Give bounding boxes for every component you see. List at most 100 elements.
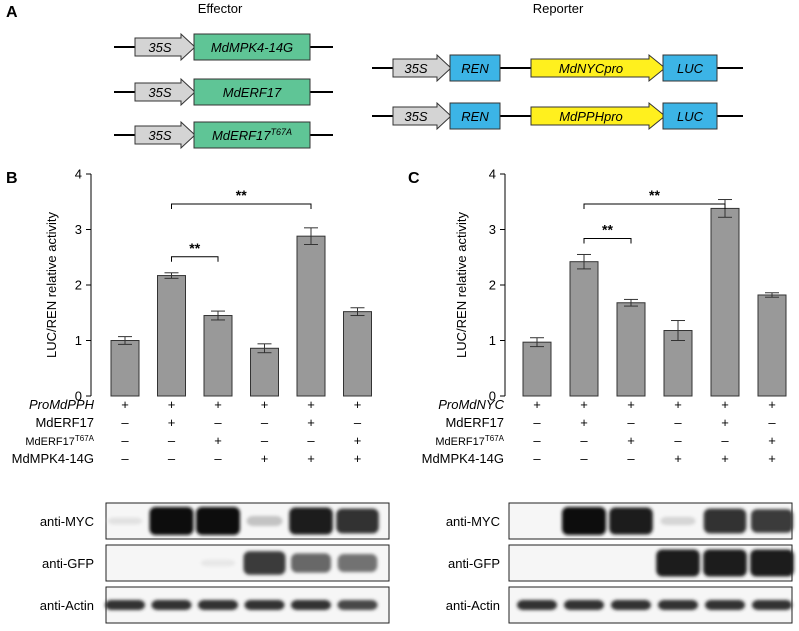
blot-band bbox=[291, 553, 331, 573]
treatment-label: ProMdNYC bbox=[438, 397, 504, 412]
blot-membrane bbox=[508, 544, 793, 582]
ren-gene-label: REN bbox=[461, 61, 489, 76]
blot-band bbox=[658, 600, 698, 610]
significance-bracket bbox=[583, 203, 726, 209]
bar bbox=[569, 261, 599, 397]
treatment-sign: + bbox=[354, 433, 362, 448]
promoter-arrow-icon bbox=[134, 77, 196, 107]
blot-band bbox=[656, 549, 700, 577]
blot-band bbox=[337, 600, 378, 610]
treatment-sign: + bbox=[261, 397, 269, 412]
promoter-label: 35S bbox=[148, 40, 171, 55]
treatment-sign: + bbox=[307, 451, 315, 466]
y-tick-label: 4 bbox=[75, 167, 82, 182]
treatment-label-superscript: T67A bbox=[75, 434, 95, 443]
treatment-sign: + bbox=[674, 451, 682, 466]
treatment-sign: + bbox=[533, 397, 541, 412]
treatment-sign: – bbox=[261, 433, 269, 448]
treatment-label: MdERF17T67A bbox=[435, 434, 504, 449]
effector-gene-box bbox=[193, 121, 311, 149]
treatment-sign: – bbox=[261, 415, 269, 430]
treatment-sign: + bbox=[674, 397, 682, 412]
blot-band bbox=[291, 600, 331, 610]
blot-band bbox=[107, 517, 143, 525]
treatment-sign: + bbox=[721, 397, 729, 412]
treatment-sign: + bbox=[214, 397, 222, 412]
bar bbox=[663, 330, 693, 397]
treatment-table-c: ProMdNYC + + + + + + MdERF17 – + – – + – MdERF17T67A – –… bbox=[422, 397, 777, 466]
treatment-table-b: ProMdPPH + + + + + + MdERF17 – + – – + – MdERF17T67A – –… bbox=[12, 397, 362, 466]
treatment-sign: – bbox=[168, 433, 176, 448]
reporter-title: Reporter bbox=[533, 1, 584, 16]
significance-bracket bbox=[171, 256, 219, 262]
treatment-label: MdERF17T67A bbox=[25, 434, 94, 449]
blot-band bbox=[151, 600, 192, 610]
blot-band bbox=[246, 516, 283, 526]
luc-gene-box bbox=[662, 102, 718, 130]
blot-band bbox=[196, 507, 240, 535]
significance-label: ** bbox=[649, 187, 660, 203]
blot-band bbox=[289, 507, 333, 535]
treatment-sign: – bbox=[533, 415, 541, 430]
treatment-sign: + bbox=[768, 451, 776, 466]
treatment-sign: + bbox=[721, 451, 729, 466]
y-axis-label: LUC/REN relative activity bbox=[454, 212, 469, 358]
reporter-promoter-arrow-icon bbox=[530, 53, 666, 83]
western-blot-c: anti-MYC anti-GFP anti-Actin bbox=[446, 502, 794, 624]
significance-label: ** bbox=[236, 187, 247, 203]
blot-band bbox=[105, 600, 145, 610]
treatment-sign: – bbox=[627, 415, 635, 430]
blot-band bbox=[244, 600, 285, 610]
blot-band bbox=[198, 600, 238, 610]
treatment-sign: – bbox=[533, 433, 541, 448]
blot-band bbox=[564, 600, 604, 610]
bar bbox=[710, 207, 740, 397]
blot-band bbox=[703, 508, 747, 534]
blot-label: anti-MYC bbox=[40, 514, 94, 529]
treatment-sign: + bbox=[214, 433, 222, 448]
y-axis-label: LUC/REN relative activity bbox=[44, 212, 59, 358]
western-blot-b: anti-MYC anti-GFP anti-Actin bbox=[40, 502, 390, 624]
treatment-sign: + bbox=[168, 397, 176, 412]
effector-gene-box bbox=[193, 78, 311, 106]
y-tick-label: 3 bbox=[489, 222, 496, 237]
y-tick-label: 0 bbox=[489, 389, 496, 404]
effector-title: Effector bbox=[198, 1, 243, 16]
treatment-sign: – bbox=[354, 415, 362, 430]
blot-label: anti-GFP bbox=[42, 556, 94, 571]
blot-band bbox=[243, 551, 286, 575]
blot-label: anti-MYC bbox=[446, 514, 500, 529]
blot-band bbox=[611, 600, 651, 610]
blot-band bbox=[200, 559, 236, 567]
bar bbox=[616, 302, 646, 397]
y-tick-label: 2 bbox=[75, 278, 82, 293]
chart-b: 0 1 2 3 4 LUC/REN relative activity ** ** bbox=[44, 167, 372, 404]
promoter-label: 35S bbox=[148, 85, 171, 100]
ren-gene-label: REN bbox=[461, 109, 489, 124]
y-tick-label: 3 bbox=[75, 222, 82, 237]
treatment-sign: – bbox=[627, 451, 635, 466]
treatment-sign: – bbox=[674, 415, 682, 430]
treatment-sign: – bbox=[214, 451, 222, 466]
treatment-sign: + bbox=[721, 415, 729, 430]
blot-band bbox=[752, 600, 792, 610]
treatment-sign: – bbox=[121, 451, 129, 466]
panel-label-a: A bbox=[6, 4, 18, 21]
panel-b: B 0 1 2 3 4 LUC/REN relative activity ** ** Pro… bbox=[6, 167, 390, 624]
treatment-label: MdERF17 bbox=[445, 415, 504, 430]
reporter-promoter-label: MdNYCpro bbox=[559, 61, 623, 76]
bar bbox=[296, 235, 326, 397]
bar bbox=[110, 340, 140, 397]
treatment-sign: + bbox=[307, 415, 315, 430]
treatment-sign: + bbox=[627, 433, 635, 448]
blot-label: anti-Actin bbox=[446, 598, 500, 613]
treatment-label: ProMdPPH bbox=[29, 397, 95, 412]
blot-band bbox=[703, 549, 747, 577]
treatment-label: MdMPK4-14G bbox=[12, 451, 94, 466]
y-tick-label: 4 bbox=[489, 167, 496, 182]
blot-band bbox=[336, 508, 379, 534]
reporter-constructs: 35S REN MdNYCpro LUC 35S REN MdPPHpro LUC bbox=[372, 53, 743, 131]
blot-band bbox=[562, 507, 606, 535]
